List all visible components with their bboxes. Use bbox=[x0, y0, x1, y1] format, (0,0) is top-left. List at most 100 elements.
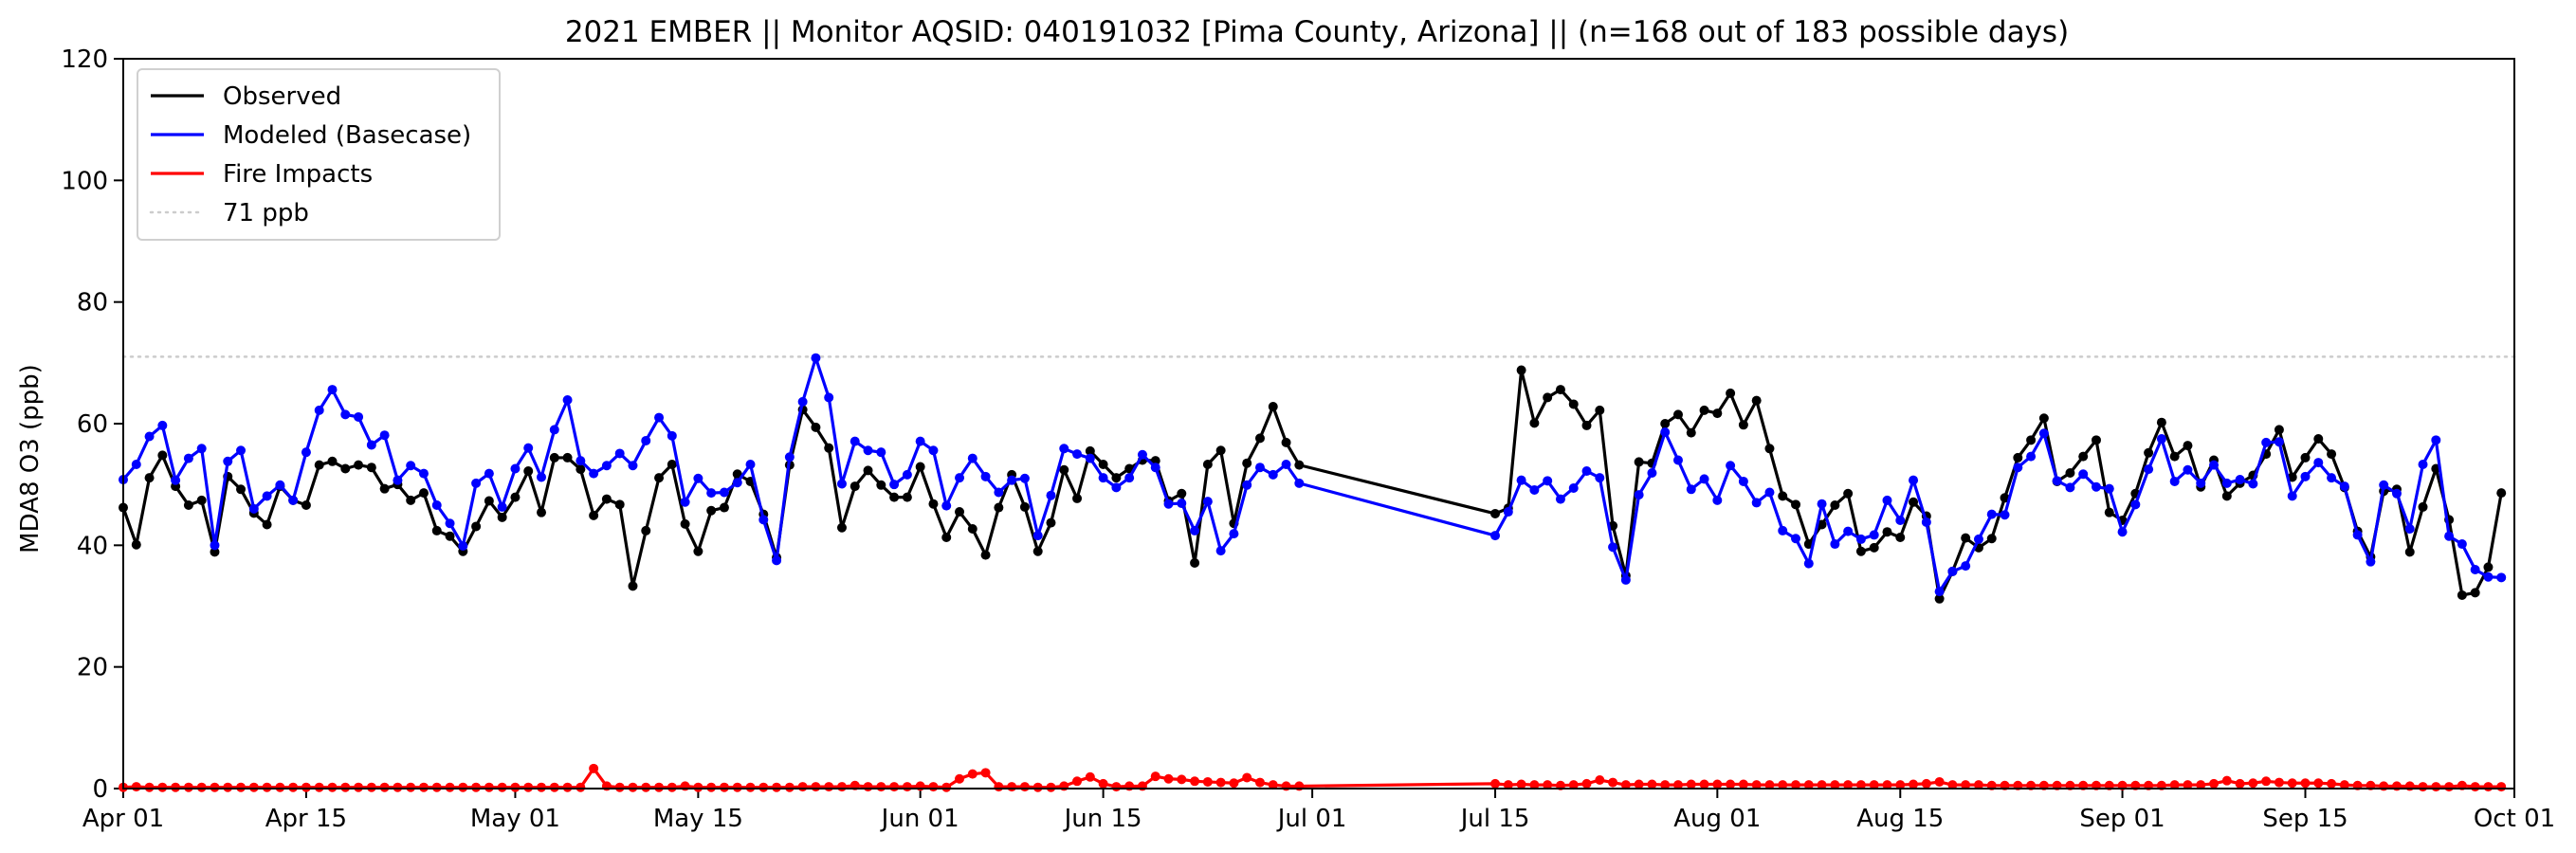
data-point-fire-impacts bbox=[301, 782, 311, 792]
legend-label-71-ppb: 71 ppb bbox=[223, 199, 309, 227]
data-point-modeled-basecase bbox=[523, 443, 534, 453]
data-point-observed bbox=[667, 459, 677, 469]
data-point-modeled-basecase bbox=[1163, 499, 1174, 509]
data-point-modeled-basecase bbox=[2404, 524, 2415, 535]
data-point-modeled-basecase bbox=[614, 448, 625, 459]
data-point-fire-impacts bbox=[980, 768, 991, 778]
data-point-fire-impacts bbox=[262, 782, 272, 792]
data-point-fire-impacts bbox=[131, 782, 141, 792]
y-tick-label: 60 bbox=[77, 410, 108, 439]
data-point-observed bbox=[863, 465, 873, 476]
data-point-observed bbox=[824, 443, 834, 453]
data-point-modeled-basecase bbox=[863, 445, 873, 456]
data-point-modeled-basecase bbox=[1555, 494, 1565, 504]
data-point-modeled-basecase bbox=[1934, 587, 1945, 597]
data-point-modeled-basecase bbox=[131, 459, 141, 469]
legend-label-observed: Observed bbox=[223, 82, 341, 111]
data-point-observed bbox=[2169, 451, 2180, 462]
data-point-fire-impacts bbox=[1947, 780, 1958, 790]
data-point-observed bbox=[418, 488, 429, 499]
data-point-observed bbox=[1529, 418, 1540, 428]
x-tick-label: May 15 bbox=[653, 805, 743, 833]
data-point-observed bbox=[1254, 433, 1265, 444]
data-point-modeled-basecase bbox=[1190, 525, 1200, 535]
y-tick-label: 20 bbox=[77, 654, 108, 682]
data-point-modeled-basecase bbox=[889, 480, 900, 490]
data-point-modeled-basecase bbox=[431, 499, 442, 510]
data-point-modeled-basecase bbox=[641, 435, 651, 445]
data-point-modeled-basecase bbox=[2026, 451, 2037, 462]
data-point-observed bbox=[537, 507, 547, 517]
data-point-observed bbox=[1516, 365, 1526, 375]
x-tick-label: Aug 01 bbox=[1673, 805, 1761, 833]
x-tick-label: Sep 01 bbox=[2079, 805, 2165, 833]
data-point-modeled-basecase bbox=[1294, 478, 1305, 488]
data-point-observed bbox=[575, 464, 586, 475]
data-point-observed bbox=[2156, 417, 2166, 427]
data-point-fire-impacts bbox=[2169, 780, 2180, 790]
data-point-fire-impacts bbox=[955, 773, 965, 784]
data-point-fire-impacts bbox=[2339, 780, 2349, 790]
data-point-modeled-basecase bbox=[628, 461, 638, 471]
data-point-observed bbox=[1738, 420, 1748, 430]
data-point-fire-impacts bbox=[1177, 774, 1187, 785]
data-point-observed bbox=[680, 518, 690, 529]
data-point-fire-impacts bbox=[1882, 780, 1892, 790]
data-point-fire-impacts bbox=[1046, 782, 1056, 792]
data-point-fire-impacts bbox=[1921, 778, 1931, 789]
data-point-fire-impacts bbox=[1581, 778, 1592, 789]
data-point-observed bbox=[471, 521, 482, 532]
data-point-observed bbox=[1843, 488, 1854, 499]
data-point-observed bbox=[406, 495, 416, 505]
data-point-observed bbox=[1934, 593, 1945, 604]
data-point-observed bbox=[2091, 435, 2101, 445]
data-point-modeled-basecase bbox=[1647, 467, 1657, 478]
data-point-fire-impacts bbox=[1699, 779, 1709, 789]
data-point-observed bbox=[732, 469, 742, 480]
data-point-modeled-basecase bbox=[2261, 437, 2272, 447]
data-point-fire-impacts bbox=[2248, 778, 2258, 789]
x-tick-label: Sep 15 bbox=[2262, 805, 2348, 833]
x-ticks: Apr 01 Apr 15 May 01 May 15 Jun 01 Jun 15 Jul … bbox=[82, 789, 2555, 833]
data-point-observed bbox=[1699, 405, 1709, 415]
data-point-fire-impacts bbox=[1032, 782, 1043, 792]
data-point-fire-impacts bbox=[1830, 780, 1840, 790]
data-point-observed bbox=[2287, 472, 2297, 482]
data-point-fire-impacts bbox=[2183, 780, 2193, 790]
data-point-fire-impacts bbox=[693, 782, 703, 792]
data-point-fire-impacts bbox=[654, 782, 665, 792]
data-point-observed bbox=[379, 483, 390, 494]
data-point-observed bbox=[157, 450, 168, 461]
y-ticks: 0 20 40 60 80 100 120 bbox=[61, 45, 123, 804]
data-point-observed bbox=[902, 492, 912, 502]
data-point-fire-impacts bbox=[1961, 780, 1971, 790]
data-point-modeled-basecase bbox=[915, 436, 925, 446]
data-point-observed bbox=[314, 460, 324, 470]
data-point-fire-impacts bbox=[1543, 780, 1553, 790]
data-point-modeled-basecase bbox=[2117, 527, 2128, 537]
data-point-fire-impacts bbox=[196, 782, 207, 792]
x-tick-label: Jun 15 bbox=[1063, 805, 1142, 833]
data-point-modeled-basecase bbox=[2013, 463, 2023, 473]
data-point-fire-impacts bbox=[157, 782, 168, 792]
data-point-modeled-basecase bbox=[1672, 455, 1683, 465]
data-point-fire-impacts bbox=[614, 782, 625, 792]
data-point-modeled-basecase bbox=[654, 412, 665, 423]
data-point-observed bbox=[1778, 491, 1788, 501]
data-point-observed bbox=[2496, 488, 2507, 499]
data-point-observed bbox=[2418, 501, 2428, 512]
data-point-modeled-basecase bbox=[471, 478, 482, 488]
data-point-fire-impacts bbox=[1608, 777, 1618, 788]
series-layer bbox=[119, 353, 2507, 792]
data-point-modeled-basecase bbox=[2104, 483, 2114, 494]
data-point-observed bbox=[549, 452, 559, 463]
data-point-modeled-basecase bbox=[1268, 469, 1278, 480]
data-point-modeled-basecase bbox=[758, 515, 769, 525]
data-point-fire-impacts bbox=[1660, 780, 1671, 790]
data-point-observed bbox=[340, 463, 351, 474]
data-point-modeled-basecase bbox=[575, 456, 586, 466]
data-point-fire-impacts bbox=[994, 782, 1004, 792]
data-point-modeled-basecase bbox=[1177, 499, 1187, 509]
data-point-fire-impacts bbox=[1855, 780, 1866, 790]
data-point-modeled-basecase bbox=[1111, 482, 1122, 493]
